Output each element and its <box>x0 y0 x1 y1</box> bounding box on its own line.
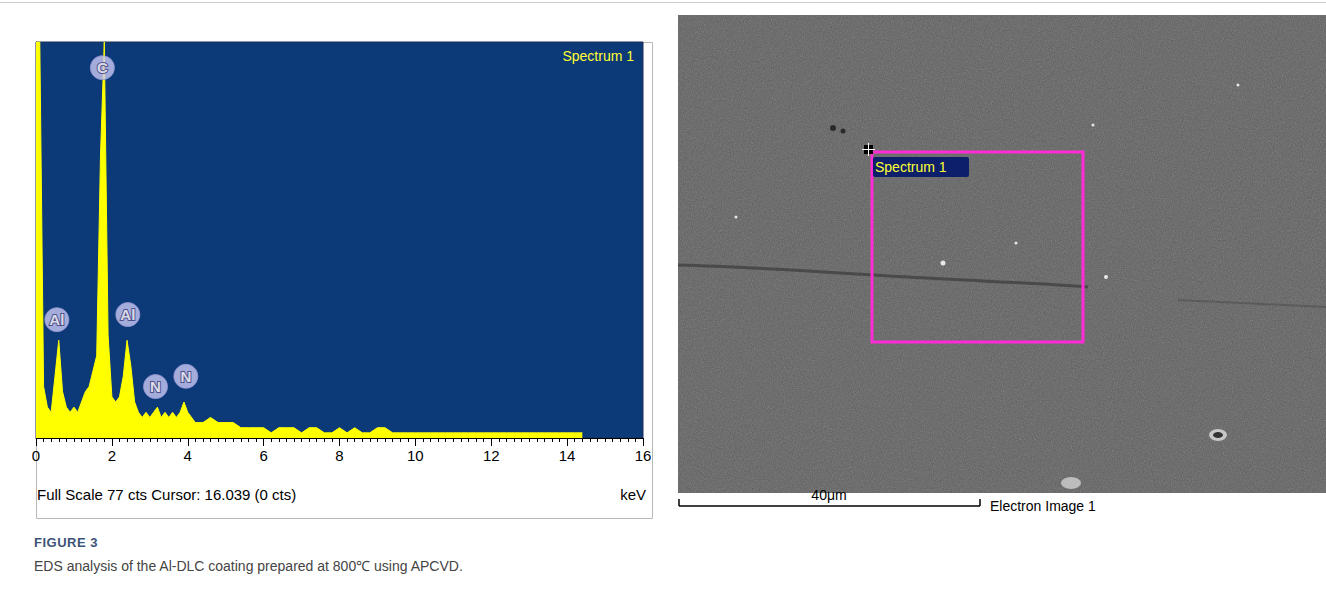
svg-text:Al: Al <box>49 311 64 328</box>
svg-text:8: 8 <box>335 447 343 464</box>
svg-text:Electron Image 1: Electron Image 1 <box>990 498 1096 514</box>
svg-text:14: 14 <box>559 447 576 464</box>
svg-text:16: 16 <box>635 447 652 464</box>
svg-text:12: 12 <box>483 447 500 464</box>
svg-text:Spectrum 1: Spectrum 1 <box>562 48 634 64</box>
svg-text:N: N <box>180 368 191 385</box>
svg-text:N: N <box>150 378 161 395</box>
svg-text:2: 2 <box>108 447 116 464</box>
html-text:EDS analysis of the Al-DLC coa: EDS analysis of the Al-DLC coating prepa… <box>34 558 463 574</box>
svg-text:Al: Al <box>120 306 135 323</box>
svg-text:Full Scale 77 cts Cursor: 16.0: Full Scale 77 cts Cursor: 16.039 (0 cts) <box>37 486 296 503</box>
svg-text:10: 10 <box>407 447 424 464</box>
html-text:FIGURE 3: FIGURE 3 <box>34 535 98 550</box>
svg-text:keV: keV <box>620 486 646 503</box>
svg-text:4: 4 <box>184 447 192 464</box>
svg-text:C: C <box>97 59 108 76</box>
svg-text:0: 0 <box>32 447 40 464</box>
svg-text:40μm: 40μm <box>811 487 846 503</box>
svg-text:6: 6 <box>259 447 267 464</box>
svg-text:Spectrum 1: Spectrum 1 <box>875 159 947 175</box>
